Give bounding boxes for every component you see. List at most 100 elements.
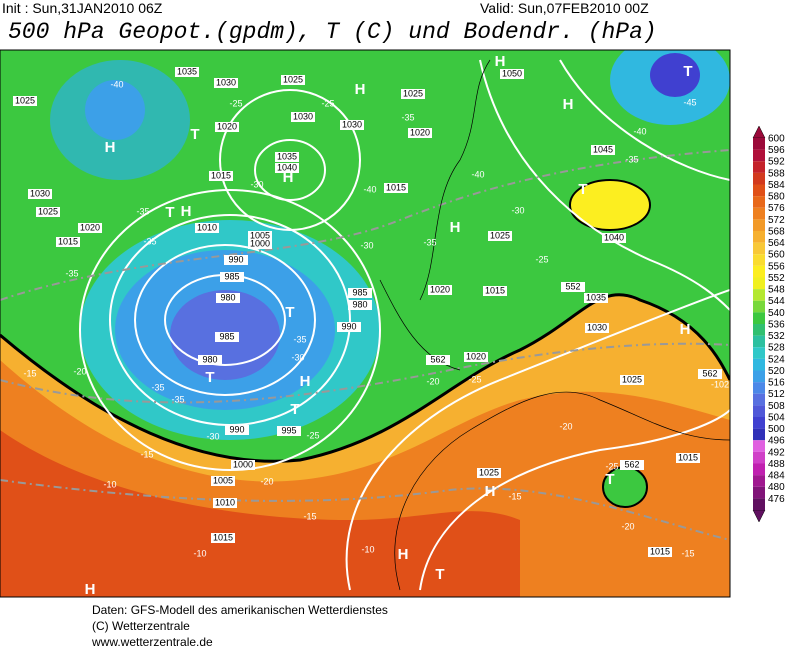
colorbar-band	[753, 138, 765, 150]
label-box	[28, 189, 52, 199]
colorbar-band	[753, 161, 765, 173]
pressure-center: T	[165, 204, 174, 221]
isobar-label: 1025	[490, 230, 510, 240]
temperature-label: -45	[683, 97, 696, 107]
colorbar-band	[753, 184, 765, 197]
isobar-label: 1030	[587, 322, 607, 332]
colorbar-band	[753, 277, 765, 290]
pressure-center: T	[290, 401, 299, 418]
colorbar-band	[753, 254, 765, 266]
colorbar-band	[753, 231, 765, 243]
temperature-label: -15	[681, 548, 694, 558]
label-box	[213, 498, 237, 508]
temperature-label: -40	[471, 169, 484, 179]
colorbar-label: 524	[768, 354, 785, 365]
label-box	[78, 223, 102, 233]
label-box	[337, 322, 361, 332]
colorbar-band	[753, 486, 765, 499]
label-box	[225, 425, 249, 435]
label-box	[215, 332, 239, 342]
label-box	[591, 145, 615, 155]
colorbar-label: 552	[768, 273, 785, 284]
colorbar-band	[753, 463, 765, 476]
pressure-center: H	[398, 546, 409, 563]
label-box	[648, 547, 672, 557]
isobar-label: 1050	[502, 68, 522, 78]
temperature-label: -15	[140, 449, 153, 459]
pressure-center: T	[190, 126, 199, 143]
isobar-label: 1020	[466, 351, 486, 361]
isobar-label: 1025	[622, 374, 642, 384]
label-box	[483, 286, 507, 296]
isobar-label: 1010	[197, 222, 217, 232]
isobar-label: 1015	[650, 546, 670, 556]
isobar-label: 1025	[283, 74, 303, 84]
temperature-label: -35	[65, 268, 78, 278]
label-box	[500, 69, 524, 79]
isobar-label: 985	[352, 287, 367, 297]
temperature-label: -102	[711, 379, 729, 389]
temperature-label: -30	[206, 431, 219, 441]
colorbar-band	[753, 405, 765, 417]
label-box	[426, 355, 450, 365]
colorbar-band	[753, 475, 765, 487]
isobar-label: 562	[430, 354, 445, 364]
label-box	[175, 67, 199, 77]
temperature-label: -20	[426, 376, 439, 386]
colorbar-label: 564	[768, 238, 785, 249]
isobar-label: 980	[220, 292, 235, 302]
temperature-label: -40	[110, 79, 123, 89]
colorbar-band	[753, 265, 765, 278]
init-time: Init : Sun,31JAN2010 06Z	[2, 0, 163, 16]
temperature-label: -30	[360, 240, 373, 250]
pressure-center: H	[85, 581, 96, 598]
pressure-center: T	[683, 63, 692, 80]
isobar-label: 990	[229, 424, 244, 434]
label-box	[281, 75, 305, 85]
label-box	[211, 533, 235, 543]
isobar-label: 980	[202, 354, 217, 364]
temperature-label: -25	[321, 98, 334, 108]
pressure-center: H	[563, 96, 574, 113]
colorbar-label: 516	[768, 378, 785, 389]
label-box	[275, 163, 299, 173]
isobar-label: 1030	[216, 77, 236, 87]
label-box	[277, 426, 301, 436]
colorbar-label: 600	[768, 133, 785, 144]
isobar-label: 562	[624, 459, 639, 469]
isobar-label: 985	[224, 271, 239, 281]
isobar-label: 1025	[38, 206, 58, 216]
temperature-label: -35	[143, 236, 156, 246]
isobar-label: 1015	[58, 236, 78, 246]
label-box	[408, 128, 432, 138]
contour-552	[0, 293, 730, 463]
label-box	[13, 96, 37, 106]
pressure-center: T	[578, 181, 587, 198]
temperature-label: -15	[23, 368, 36, 378]
colorbar-cap	[752, 509, 766, 523]
isobar-label: 1010	[215, 497, 235, 507]
isobar-label: 562	[702, 368, 717, 378]
temp-field	[85, 80, 145, 140]
coastlines	[379, 59, 730, 591]
label-box	[676, 453, 700, 463]
label-box	[348, 288, 372, 298]
label-box	[224, 255, 248, 265]
label-box	[340, 120, 364, 130]
label-box	[291, 112, 315, 122]
footer-source: Daten: GFS-Modell des amerikanischen Wet…	[92, 603, 388, 617]
label-box	[401, 89, 425, 99]
colorbar: 6005965925885845805765725685645605565525…	[752, 125, 785, 523]
isobar-label: 990	[341, 321, 356, 331]
label-box	[216, 293, 240, 303]
colorbar-label: 592	[768, 157, 785, 168]
colorbar-band	[753, 312, 765, 324]
colorbar-label: 548	[768, 285, 785, 296]
label-box	[620, 375, 644, 385]
isobar-label: 1025	[403, 88, 423, 98]
isobar-label: 1035	[586, 292, 606, 302]
pressure-center: H	[105, 139, 116, 156]
colorbar-band	[753, 242, 765, 255]
